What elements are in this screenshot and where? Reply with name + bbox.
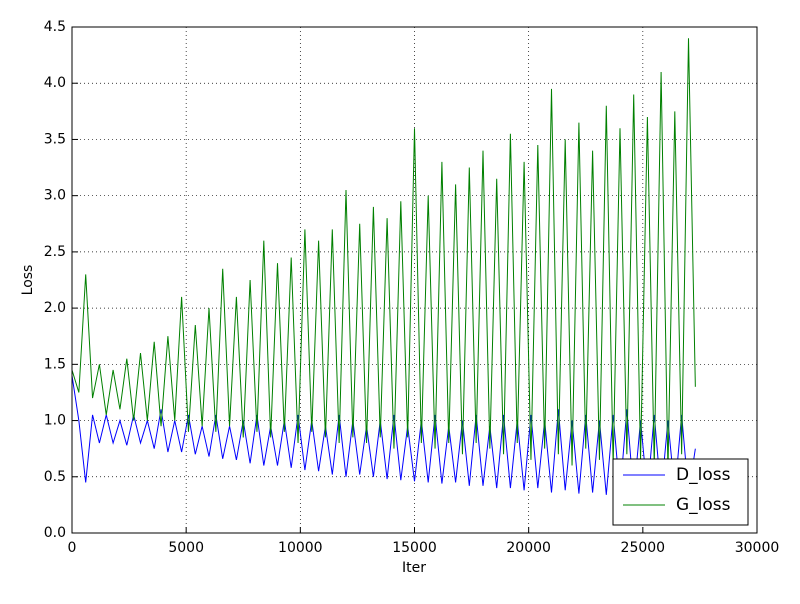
y-tick-label: 4.5 bbox=[44, 19, 66, 35]
y-tick-label: 1.5 bbox=[44, 356, 66, 372]
y-tick-label: 3.5 bbox=[44, 131, 66, 147]
y-tick-label: 2.0 bbox=[44, 300, 66, 316]
line-series bbox=[71, 375, 696, 496]
legend-label: G_loss bbox=[676, 495, 731, 515]
x-axis-label: Iter bbox=[402, 560, 426, 576]
x-tick-label: 30000 bbox=[735, 540, 780, 556]
y-axis-label: Loss bbox=[20, 265, 36, 296]
legend-box bbox=[612, 458, 749, 526]
x-tick-label: 20000 bbox=[506, 540, 551, 556]
plot-frame bbox=[71, 26, 758, 534]
x-tick-label: 5000 bbox=[168, 540, 204, 556]
x-tick-label: 15000 bbox=[392, 540, 437, 556]
legend-label: D_loss bbox=[676, 465, 731, 485]
y-tick-label: 4.0 bbox=[44, 75, 66, 91]
y-tick-label: 2.5 bbox=[44, 244, 66, 260]
line-series bbox=[71, 38, 696, 472]
x-tick-label: 10000 bbox=[278, 540, 323, 556]
x-tick-label: 0 bbox=[68, 540, 77, 556]
y-tick-label: 3.0 bbox=[44, 188, 66, 204]
y-tick-label: 1.0 bbox=[44, 413, 66, 429]
y-tick-label: 0.5 bbox=[44, 469, 66, 485]
x-tick-label: 25000 bbox=[621, 540, 666, 556]
y-tick-label: 0.0 bbox=[44, 525, 66, 541]
